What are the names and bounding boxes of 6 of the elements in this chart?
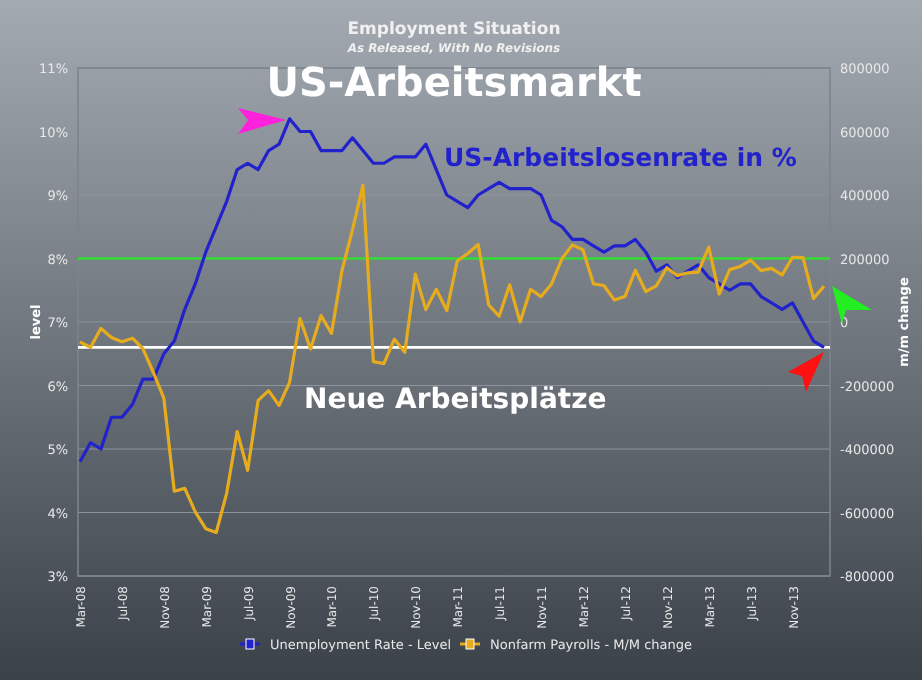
annotation: US-Arbeitsmarkt [266,58,643,106]
annotation: US-Arbeitslosenrate in % [444,142,798,172]
line-series [78,117,826,464]
line-series [78,183,826,535]
chart-title: Employment Situation [347,20,561,40]
annotation: Neue Arbeitsplätze [304,384,607,416]
